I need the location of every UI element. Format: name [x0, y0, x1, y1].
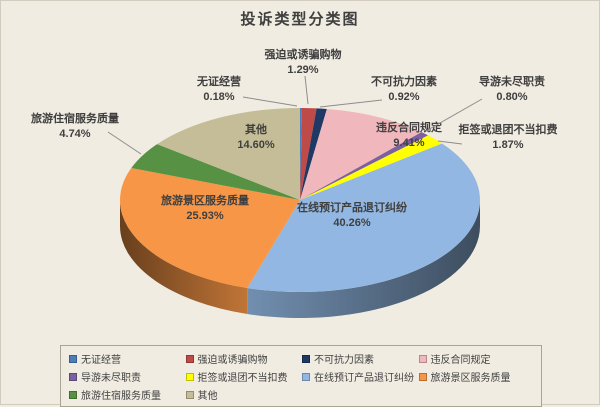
slice-label-name-6: 在线预订产品退订纠纷 [297, 200, 407, 214]
legend-item-6: 在线预订产品退订纠纷 [302, 369, 417, 384]
leader-line-5 [437, 140, 463, 145]
slice-label-name-8: 旅游住宿服务质量 [31, 111, 119, 125]
legend-label-6: 在线预订产品退订纠纷 [314, 373, 414, 384]
legend-label-1: 强迫或诱骗购物 [197, 355, 268, 366]
pie-slice-1 [300, 108, 317, 200]
pie-slice-2 [300, 108, 327, 200]
legend-swatch-0 [69, 354, 77, 363]
slice-label-name-1: 强迫或诱骗购物 [265, 47, 342, 61]
pie-slice-8 [131, 144, 300, 200]
slice-label-name-2: 不可抗力因素 [371, 74, 437, 88]
slice-label-name-4: 导游未尽职责 [479, 74, 545, 88]
pie-slice-4 [300, 132, 429, 200]
legend-item-0: 无证经营 [69, 351, 184, 366]
legend-item-4: 导游未尽职责 [69, 369, 184, 384]
legend-item-8: 旅游住宿服务质量 [69, 387, 184, 402]
chart-title: 投诉类型分类图 [240, 11, 360, 28]
legend-swatch-2 [302, 354, 310, 363]
slice-label-name-9: 其他 [245, 122, 267, 136]
slice-label-value-4: 0.80% [496, 91, 527, 103]
pie-slice-5 [300, 135, 442, 200]
pie-slice-0 [300, 107, 302, 200]
legend-swatch-4 [69, 372, 77, 381]
legend-label-7: 旅游景区服务质量 [430, 373, 511, 384]
pie-chart-3d: 无证经营 0.18% 强迫或诱骗购物 1.29% 不可抗力因素 0.92% 违反合同规定 9.… [31, 47, 558, 319]
legend-item-3: 违反合同规定 [418, 351, 534, 366]
slice-label-name-7: 旅游景区服务质量 [161, 193, 249, 207]
legend-swatch-7 [418, 372, 427, 381]
slice-label-value-2: 0.92% [388, 91, 419, 103]
pie-slice-7 [120, 168, 300, 288]
pie-slice-3 [300, 109, 422, 200]
legend-label-3: 违反合同规定 [430, 355, 491, 366]
slice-label-name-3: 违反合同规定 [376, 120, 442, 134]
legend-label-2: 不可抗力因素 [314, 355, 374, 366]
leader-line-4 [425, 98, 483, 132]
legend-label-9: 其他 [197, 391, 218, 402]
legend-item-9: 其他 [185, 387, 301, 402]
legend-label-4: 导游未尽职责 [81, 373, 141, 384]
leader-line-1 [304, 75, 309, 105]
legend-item-7: 旅游景区服务质量 [418, 369, 534, 384]
legend-swatch-1 [185, 354, 194, 363]
legend-swatch-5 [185, 372, 194, 381]
slice-label-name-5: 拒签或退团不当扣费 [459, 122, 558, 136]
slice-label-value-9: 14.60% [237, 139, 275, 151]
legend-item-1: 强迫或诱骗购物 [185, 351, 301, 366]
legend-swatch-8 [69, 390, 77, 399]
legend-label-8: 旅游住宿服务质量 [81, 391, 161, 402]
pie-wall-7 [119, 200, 248, 314]
legend-label-0: 无证经营 [81, 355, 121, 366]
slice-label-value-5: 1.87% [492, 139, 523, 151]
slice-label-name-0: 无证经营 [196, 74, 241, 88]
slice-label-value-8: 4.74% [59, 128, 90, 140]
slice-label-value-0: 0.18% [203, 91, 234, 103]
slice-label-value-3: 9.41% [393, 137, 424, 149]
leader-line-2 [319, 99, 383, 108]
chart-legend: 无证经营 强迫或诱骗购物 不可抗力因素 违反合同规定导游未尽职责 拒签或退团不当扣费 在线… [60, 345, 542, 407]
slice-label-value-6: 40.26% [333, 217, 371, 229]
legend-item-5: 拒签或退团不当扣费 [185, 369, 301, 384]
legend-swatch-9 [185, 390, 194, 399]
leader-line-0 [242, 96, 298, 107]
pie-slice-6 [247, 143, 480, 293]
slice-label-value-7: 25.93% [186, 210, 224, 222]
legend-swatch-6 [302, 372, 310, 381]
pie-wall-6 [247, 200, 481, 319]
legend-item-2: 不可抗力因素 [302, 351, 417, 366]
pie-slice-9 [157, 108, 300, 200]
legend-swatch-3 [418, 354, 427, 363]
slice-label-value-1: 1.29% [287, 64, 318, 76]
leader-line-8 [107, 131, 142, 155]
legend-label-5: 拒签或退团不当扣费 [197, 373, 288, 384]
